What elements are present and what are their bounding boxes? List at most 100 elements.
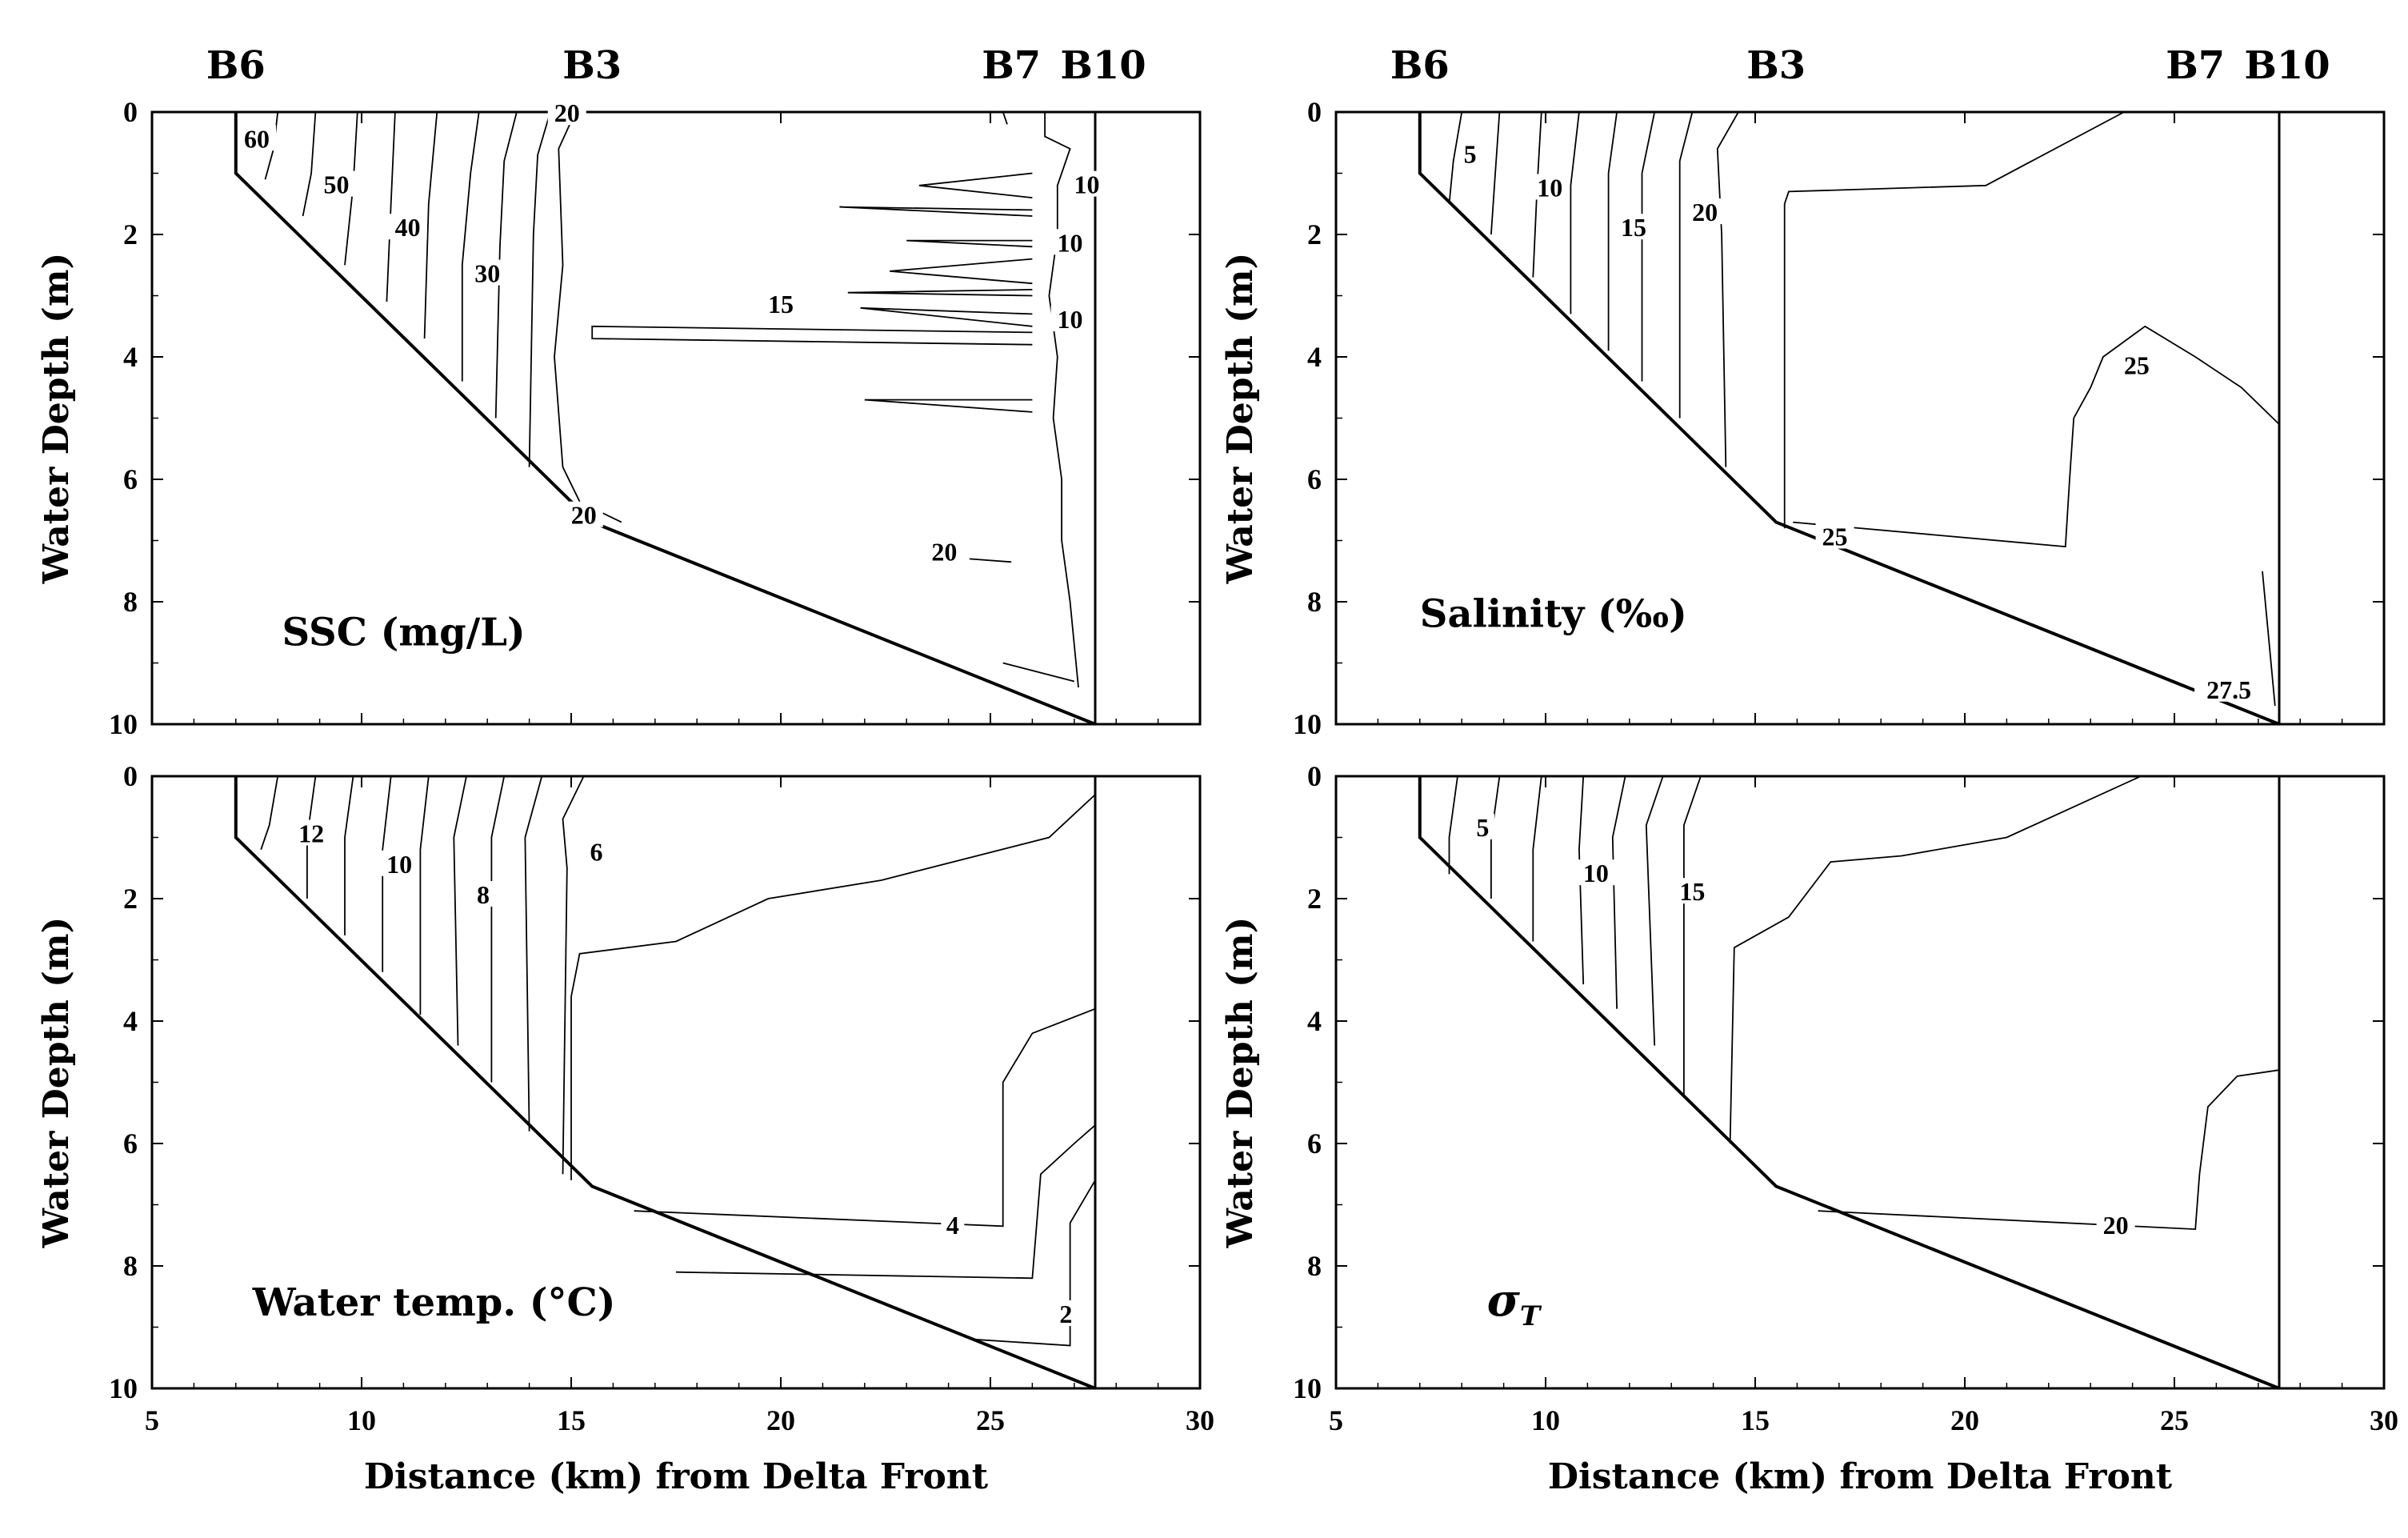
sigma-subscript: T — [1520, 1300, 1542, 1332]
seabed-line — [1418, 112, 2280, 726]
y-tick-label: 2 — [123, 883, 138, 915]
contour-label-bg — [925, 538, 964, 564]
station-label-b3: B3 — [1746, 43, 1806, 88]
isoline — [839, 206, 1033, 217]
contour-label: 10 — [1537, 173, 1562, 202]
isoline — [453, 775, 467, 1046]
y-tick-label: 10 — [1293, 708, 1322, 740]
station-label-b6: B6 — [1390, 43, 1450, 88]
isoline — [1729, 775, 2142, 1144]
contour-label-bg — [238, 125, 276, 151]
isoline — [1002, 111, 1008, 125]
isoline — [554, 111, 585, 511]
isoline — [1578, 775, 1585, 985]
x-tick-label: 10 — [347, 1404, 376, 1436]
isoline — [591, 325, 1033, 346]
isoline — [1645, 775, 1664, 1046]
x-tick-label: 30 — [2370, 1404, 2398, 1436]
isoline — [1611, 775, 1626, 1009]
y-tick-label: 6 — [1307, 1127, 1322, 1160]
y-tick-label: 0 — [1307, 760, 1322, 792]
x-tick-label: 30 — [1186, 1404, 1214, 1436]
contour-label: 20 — [931, 538, 957, 567]
seabed-line — [1418, 776, 2280, 1390]
y-tick-label: 10 — [109, 1372, 138, 1404]
contour-label-bg — [471, 881, 495, 907]
seabed-line — [234, 776, 1096, 1390]
y-tick-label: 10 — [1293, 1372, 1322, 1404]
contour-label-bg — [1614, 214, 1654, 240]
contour-label: 20 — [571, 501, 597, 530]
isoline — [524, 775, 543, 1131]
isoline — [1448, 775, 1458, 875]
contour-label: 5 — [1464, 139, 1477, 168]
isoline — [675, 1124, 1096, 1280]
station-label-b7: B7 — [982, 43, 1041, 88]
y-axis-label: Water Depth (m) — [1220, 917, 1261, 1249]
y-tick-label: 6 — [123, 1127, 138, 1160]
isoline — [419, 775, 430, 1015]
y-tick-label: 0 — [1307, 96, 1322, 128]
y-tick-label: 8 — [123, 586, 138, 618]
contour-label: 25 — [2124, 350, 2150, 379]
isoline — [1793, 325, 2280, 724]
y-tick-label: 4 — [123, 341, 138, 373]
contour-label-bg — [388, 214, 427, 240]
x-tick-label: 10 — [1531, 1404, 1560, 1436]
contour-label: 30 — [474, 259, 500, 288]
isoline — [969, 558, 1012, 563]
panel-title: σT — [1487, 1274, 1542, 1332]
y-tick-label: 0 — [123, 96, 138, 128]
isoline — [847, 289, 1033, 297]
contour-label-bg — [1686, 198, 1725, 225]
panel-ssc: 0 2 4 6 8 10 Water Depth (m) B6 B3 B7 B10 60 50 40 30 2… — [36, 43, 1202, 740]
contour-label-bg — [547, 99, 586, 126]
y-axis-label: Water Depth (m) — [36, 917, 77, 1249]
contour-label: 27.5 — [2206, 675, 2251, 704]
panel-title: SSC (mg/L) — [282, 610, 525, 655]
isoline — [1002, 662, 1075, 683]
isoline — [1818, 1069, 2280, 1231]
contour-label-bg — [584, 838, 608, 864]
sigma-symbol: σ — [1487, 1274, 1521, 1327]
x-tick-label: 20 — [1950, 1404, 1979, 1436]
isoline — [1448, 111, 1463, 204]
y-axis-label: Water Depth (m) — [36, 253, 77, 585]
contour-label-bg — [1458, 140, 1482, 166]
x-tick-label: 15 — [1741, 1404, 1770, 1436]
contour-label: 6 — [590, 837, 602, 866]
contour-label: 5 — [1476, 813, 1489, 842]
contour-label-bg — [1050, 229, 1090, 255]
x-tick-label: 25 — [2160, 1404, 2189, 1436]
station-label-b7: B7 — [2166, 43, 2225, 88]
isoline — [1716, 111, 1739, 467]
contour-label: 10 — [1583, 859, 1609, 887]
seabed-line — [234, 112, 1096, 726]
panel-salinity: 0 2 4 6 8 10 Water Depth (m) B6 B3 B7 B10 5 10 15 20 25… — [1220, 43, 2386, 740]
contour-label: 10 — [386, 850, 412, 879]
panel-title: Salinity (‰) — [1420, 591, 1687, 636]
contour-label-bg — [2117, 351, 2156, 378]
contour-label: 4 — [946, 1211, 959, 1240]
contour-label-bg — [1470, 813, 1494, 839]
isoline — [860, 306, 1033, 327]
y-tick-label: 2 — [1307, 883, 1322, 915]
isoline — [562, 775, 585, 1175]
y-tick-label: 4 — [123, 1005, 138, 1037]
contour-label: 12 — [298, 819, 324, 848]
isoline — [1678, 111, 1694, 419]
isoline — [260, 775, 279, 851]
y-tick-label: 6 — [1307, 463, 1322, 495]
x-axis-label: Distance (km) from Delta Front — [364, 1456, 989, 1497]
isoline — [2262, 571, 2276, 707]
contour-label: 20 — [2103, 1211, 2129, 1240]
contour-label-bg — [292, 819, 331, 846]
contour-label-bg — [941, 1212, 965, 1238]
isoline — [890, 258, 1033, 285]
y-tick-label: 2 — [1307, 218, 1322, 250]
y-tick-label: 2 — [123, 218, 138, 250]
isoline — [1532, 775, 1542, 942]
